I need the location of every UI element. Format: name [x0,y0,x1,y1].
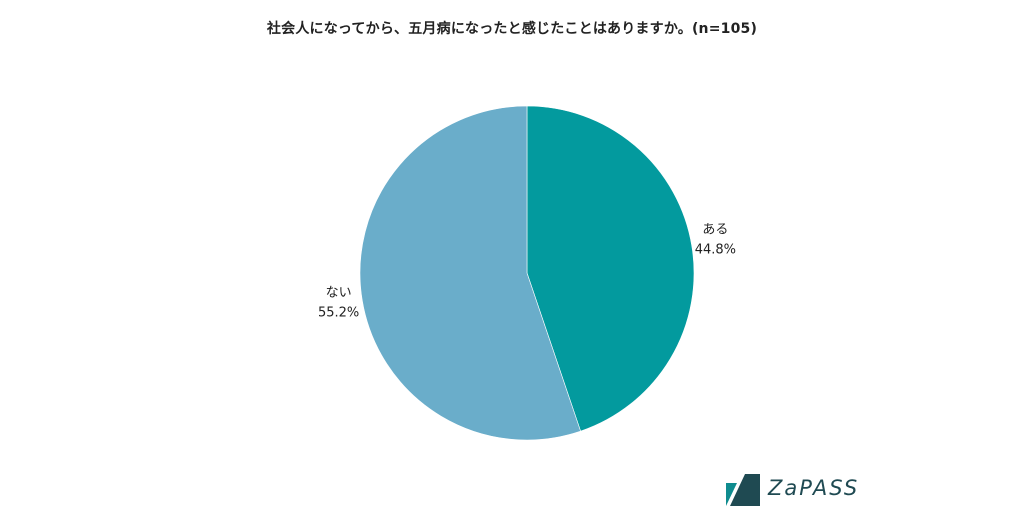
slice-value-label-1: 44.8% [695,242,736,257]
zapass-logo-text: ZaPASS [768,476,860,500]
slice-value-label-2: 55.2% [318,306,359,321]
chart-title: 社会人になってから、五月病になったと感じたことはありますか。(n=105) [266,21,758,37]
pie-slice-2 [359,105,581,441]
zapass-logo-mark-icon [726,474,760,506]
slice-label-1: ある [702,222,728,237]
slice-label-2: ない [326,286,352,301]
pie-slice-1 [526,105,695,432]
zapass-logo: ZaPASS [726,474,860,508]
